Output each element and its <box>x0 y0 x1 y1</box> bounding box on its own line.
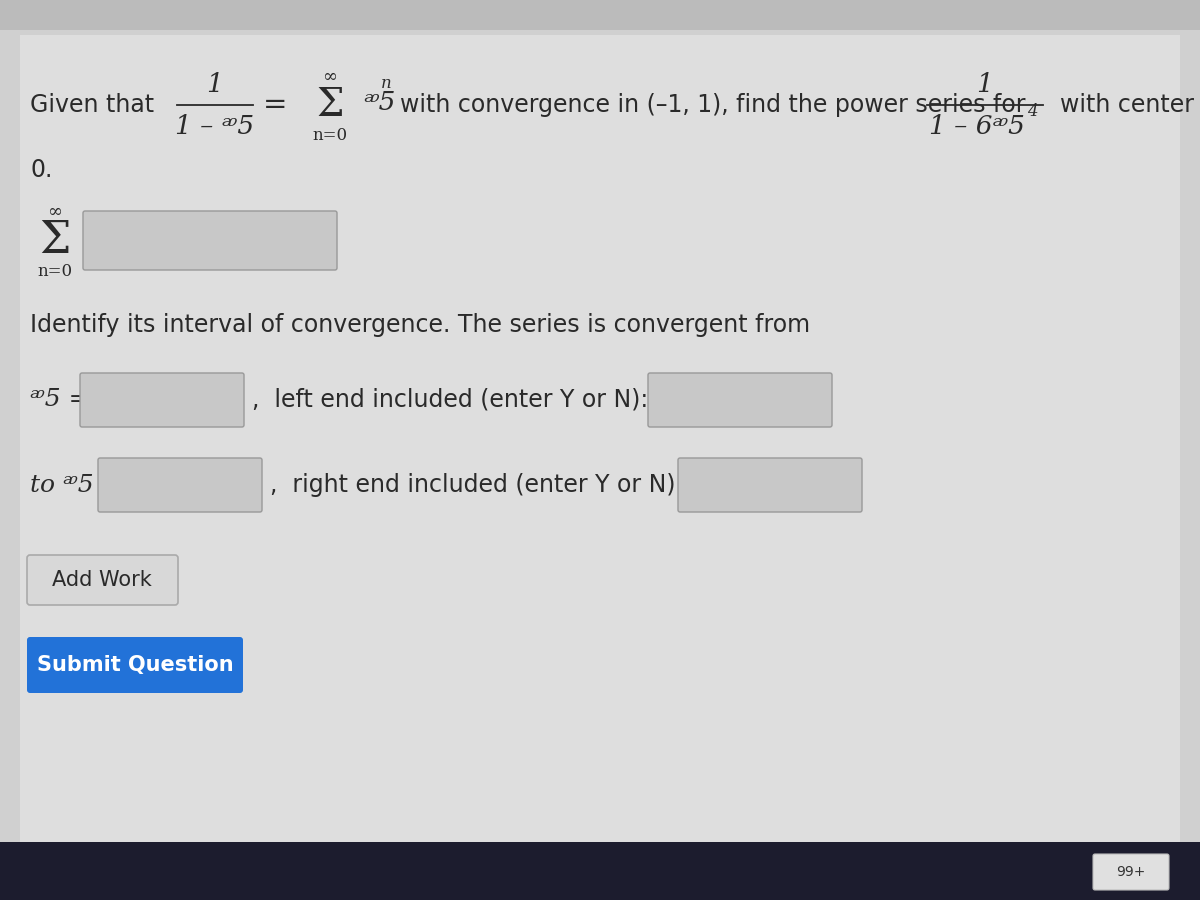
FancyBboxPatch shape <box>678 458 862 512</box>
Text: 0.: 0. <box>30 158 53 182</box>
Text: 1 – ᵆ5: 1 – ᵆ5 <box>175 114 254 140</box>
FancyBboxPatch shape <box>648 373 832 427</box>
Text: n=0: n=0 <box>312 127 348 143</box>
Text: ∞: ∞ <box>323 68 337 86</box>
FancyBboxPatch shape <box>28 555 178 605</box>
Text: 1: 1 <box>977 73 994 97</box>
Text: Add Work: Add Work <box>52 570 152 590</box>
Text: ,  left end included (enter Y or N):: , left end included (enter Y or N): <box>252 388 648 412</box>
FancyBboxPatch shape <box>98 458 262 512</box>
Text: Given that: Given that <box>30 93 154 117</box>
Text: Submit Question: Submit Question <box>37 655 233 675</box>
FancyBboxPatch shape <box>28 637 242 693</box>
Bar <box>0 0 1200 30</box>
Text: ᵆ5: ᵆ5 <box>364 89 395 114</box>
FancyBboxPatch shape <box>1093 854 1169 890</box>
Text: with convergence in (–1, 1), find the power series for: with convergence in (–1, 1), find the po… <box>400 93 1026 117</box>
Text: ᵆ5 =: ᵆ5 = <box>30 389 90 411</box>
Bar <box>0 842 1200 900</box>
Text: Σ: Σ <box>40 219 71 262</box>
Text: =: = <box>263 91 287 119</box>
Text: 1: 1 <box>206 73 223 97</box>
Text: ∞: ∞ <box>48 203 62 221</box>
Text: 1 – 6ᵆ5: 1 – 6ᵆ5 <box>929 114 1025 140</box>
Text: with center: with center <box>1060 93 1194 117</box>
Text: n: n <box>382 75 391 92</box>
FancyBboxPatch shape <box>83 211 337 270</box>
Text: 99+: 99+ <box>1116 865 1146 879</box>
Text: n=0: n=0 <box>37 264 72 281</box>
Text: ,  right end included (enter Y or N):: , right end included (enter Y or N): <box>270 473 683 497</box>
Text: Σ: Σ <box>317 86 343 123</box>
Text: 4: 4 <box>1027 103 1038 120</box>
Text: to ᵆ5 =: to ᵆ5 = <box>30 473 122 497</box>
FancyBboxPatch shape <box>80 373 244 427</box>
Text: Identify its interval of convergence. The series is convergent from: Identify its interval of convergence. Th… <box>30 313 810 337</box>
